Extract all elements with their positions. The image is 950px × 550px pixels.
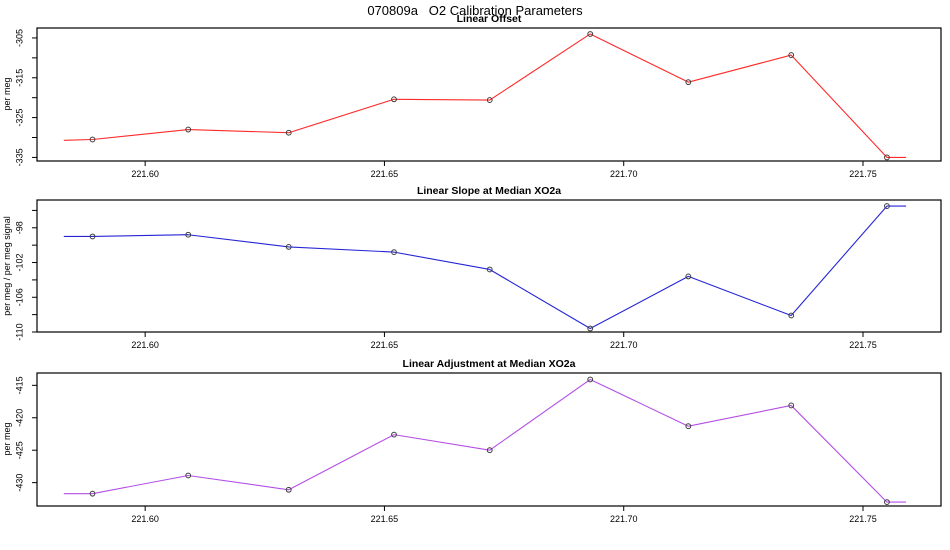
series-line — [63, 33, 907, 158]
data-point-marker — [285, 243, 292, 250]
x-tick-label: 221.65 — [371, 340, 399, 350]
x-tick-label: 221.75 — [849, 169, 877, 179]
data-point-marker — [89, 233, 96, 240]
x-tick-label: 221.70 — [610, 340, 638, 350]
data-point-marker — [486, 266, 493, 273]
y-tick-label: -425 — [14, 441, 24, 459]
data-point-marker — [89, 136, 96, 143]
data-point-marker — [89, 490, 96, 497]
data-point-marker — [391, 96, 397, 103]
plot-0: -305 -315 -325 -335 221.60 221.65 221.70 221.75 — [14, 27, 942, 179]
y-tick-label: -106 — [14, 288, 24, 306]
y-tick-label: -102 — [14, 254, 24, 272]
data-point-marker — [285, 129, 292, 136]
y-tick-label: -415 — [14, 376, 24, 394]
data-point-marker — [884, 499, 890, 506]
x-tick-label: 221.60 — [131, 514, 159, 524]
data-point-marker — [391, 431, 397, 438]
plot-box — [36, 372, 942, 507]
data-point-marker — [486, 97, 493, 103]
plot-2: -415 -420 -425 -430 221.60 221.65 221.70 221.75 — [14, 372, 942, 524]
page-title: 070809a O2 Calibration Parameters — [367, 3, 583, 18]
data-point-marker — [185, 126, 192, 133]
data-point-marker — [587, 31, 594, 37]
x-tick-label: 221.70 — [610, 514, 638, 524]
data-point-marker — [185, 472, 192, 479]
x-tick-label: 221.75 — [849, 340, 877, 350]
chart-title-linear-adjustment: Linear Adjustment at Median XO2a — [402, 358, 576, 370]
y-tick-label: -430 — [14, 474, 24, 492]
data-point-marker — [685, 79, 692, 86]
data-point-marker — [884, 154, 890, 161]
y-tick-label: -305 — [14, 29, 24, 47]
data-point-marker — [788, 312, 795, 319]
data-point-marker — [788, 402, 795, 409]
data-point-marker — [185, 231, 192, 238]
data-point-marker — [391, 249, 397, 256]
chart-title-linear-slope: Linear Slope at Median XO2a — [416, 185, 562, 197]
y-tick-label: -110 — [14, 323, 24, 340]
y-tick-label: -420 — [14, 409, 24, 427]
data-point-marker — [884, 203, 890, 209]
x-tick-label: 221.65 — [371, 169, 399, 179]
x-tick-label: 221.75 — [849, 514, 877, 524]
series-line — [63, 378, 907, 503]
data-point-marker — [587, 376, 594, 383]
data-point-marker — [685, 423, 692, 430]
data-point-marker — [486, 447, 493, 454]
data-point-marker — [788, 52, 795, 58]
series-line — [63, 205, 907, 330]
plot-1: -98 -102 -106 -110 221.60 221.65 221.70 221.75 — [14, 199, 942, 350]
y-tick-label: -325 — [14, 109, 24, 127]
x-tick-label: 221.70 — [610, 169, 638, 179]
y-tick-label: -335 — [14, 148, 24, 166]
data-point-marker — [685, 273, 692, 280]
y-tick-label: -315 — [14, 69, 24, 87]
x-tick-label: 221.60 — [131, 340, 159, 350]
chart-title-linear-offset: Linear Offset — [456, 13, 522, 25]
plot-box — [36, 199, 942, 333]
plot-box — [36, 27, 942, 162]
data-point-marker — [587, 325, 594, 332]
x-tick-label: 221.60 — [131, 169, 159, 179]
data-point-marker — [285, 486, 292, 493]
x-tick-label: 221.65 — [371, 514, 399, 524]
y-tick-label: -98 — [14, 221, 24, 234]
